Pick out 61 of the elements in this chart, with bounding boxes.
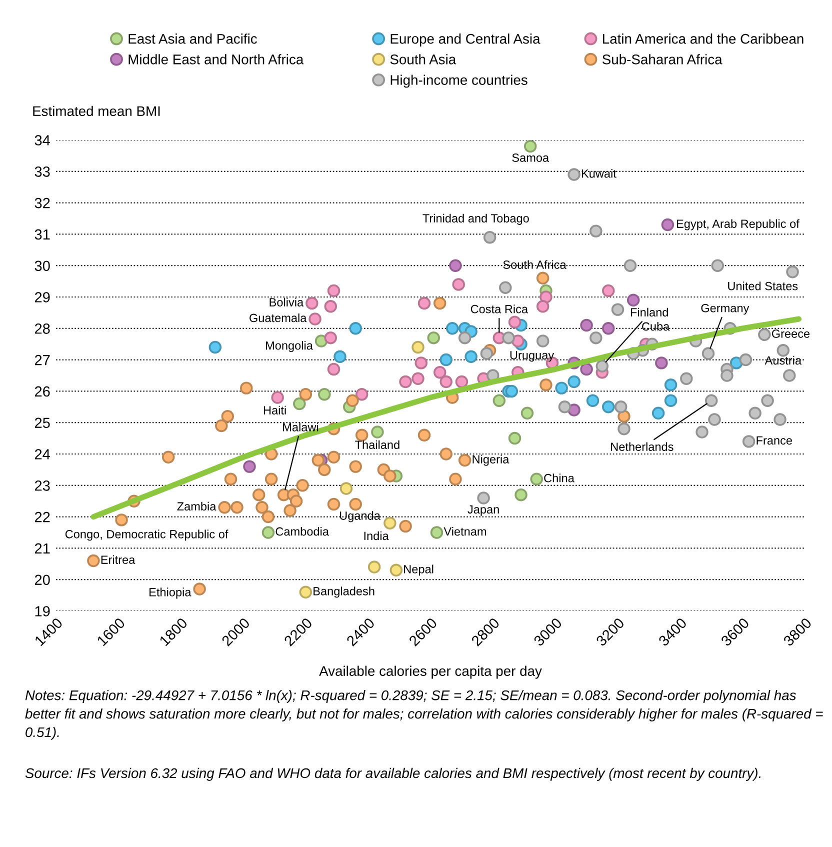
annotation: France xyxy=(756,436,792,445)
y-tick-label: 26 xyxy=(34,386,50,397)
annotation: Trinidad and Tobago xyxy=(422,214,529,225)
annotation: Malawi xyxy=(283,422,318,432)
y-tick-label: 25 xyxy=(34,418,50,428)
annotation: United States xyxy=(728,282,798,290)
y-tick-label: 23 xyxy=(34,480,50,491)
legend-label: Sub-Saharan Africa xyxy=(602,54,722,64)
annotation: Japan xyxy=(468,505,499,516)
annotation: Nepal xyxy=(404,564,434,576)
y-tick-label: 32 xyxy=(34,198,50,208)
annotation: China xyxy=(544,474,574,482)
annotation: Congo, Democratic Republic of xyxy=(65,530,228,541)
annotation: Cambodia xyxy=(276,526,329,536)
legend-label: Middle East and North Africa xyxy=(128,54,304,64)
y-tick-label: 24 xyxy=(34,449,50,460)
annotation: Zambia xyxy=(177,502,216,511)
annotation: Vietnam xyxy=(444,526,486,536)
legend-label: South Asia xyxy=(390,54,456,64)
annotation: Samoa xyxy=(512,154,550,162)
annotation: Mongolia xyxy=(266,341,313,352)
annotation: India xyxy=(364,531,389,540)
y-tick-label: 31 xyxy=(34,229,50,240)
y-tick-label: 34 xyxy=(34,135,50,146)
annotation: Costa Rica xyxy=(470,304,528,314)
annotation: Uganda xyxy=(340,511,380,522)
y-tick-label: 28 xyxy=(34,324,50,334)
annotation: Finland xyxy=(630,308,668,317)
y-tick-label: 33 xyxy=(34,166,50,177)
annotation: South Africa xyxy=(503,260,566,269)
y-tick-label: 22 xyxy=(34,512,50,522)
legend-label: Europe and Central Asia xyxy=(390,34,540,47)
annotation: Bolivia xyxy=(270,298,304,306)
annotation: Eritrea xyxy=(101,555,136,564)
legend-label: East Asia and Pacific xyxy=(128,34,257,44)
legend-label: High-income countries xyxy=(390,74,528,88)
annotation: Ethiopia xyxy=(150,588,192,599)
annotation: Germany xyxy=(701,304,750,315)
y-tick-label: 20 xyxy=(34,574,50,586)
annotation: Uruguay xyxy=(510,351,554,362)
annotation: Greece xyxy=(772,329,810,338)
y-tick-label: 27 xyxy=(34,354,50,366)
annotation: Egypt, Arab Republic of xyxy=(676,219,800,230)
annotation: Kuwait xyxy=(582,169,616,178)
annotation: Nigeria xyxy=(472,454,510,466)
x-axis-title: Available calories per capita per day xyxy=(319,666,542,679)
y-axis-title: Estimated mean BMI xyxy=(33,106,160,116)
annotation: Netherlands xyxy=(611,442,674,451)
text: Notes: Equation: -29.44927 + 7.0156 * ln(x); R-squared = 0.2839; SE = 2.15; SE/mean = 0.083. Second-order polynomial has better fit and shows saturation more clearly, but not for males; correlation with calories considerably higher for males (R-squared = 0.51). xyxy=(25,690,823,740)
y-tick-label: 21 xyxy=(34,543,50,554)
annotation: Thailand xyxy=(355,440,400,450)
annotation: Haiti xyxy=(264,406,286,414)
annotation: Bangladesh xyxy=(314,586,374,598)
y-tick-label: 29 xyxy=(34,292,50,302)
annotation: Guatemala xyxy=(250,313,307,322)
annotation: Cuba xyxy=(642,322,670,331)
y-tick-label: 19 xyxy=(35,606,50,616)
y-tick-label: 30 xyxy=(34,260,50,272)
source-note: Source: IFs Version 6.32 using FAO and WHO data for available calories and BMI respectively (most recent by country). xyxy=(25,768,760,781)
legend-label: Latin America and the Caribbean xyxy=(602,34,804,44)
annotation: Austria xyxy=(764,356,802,365)
